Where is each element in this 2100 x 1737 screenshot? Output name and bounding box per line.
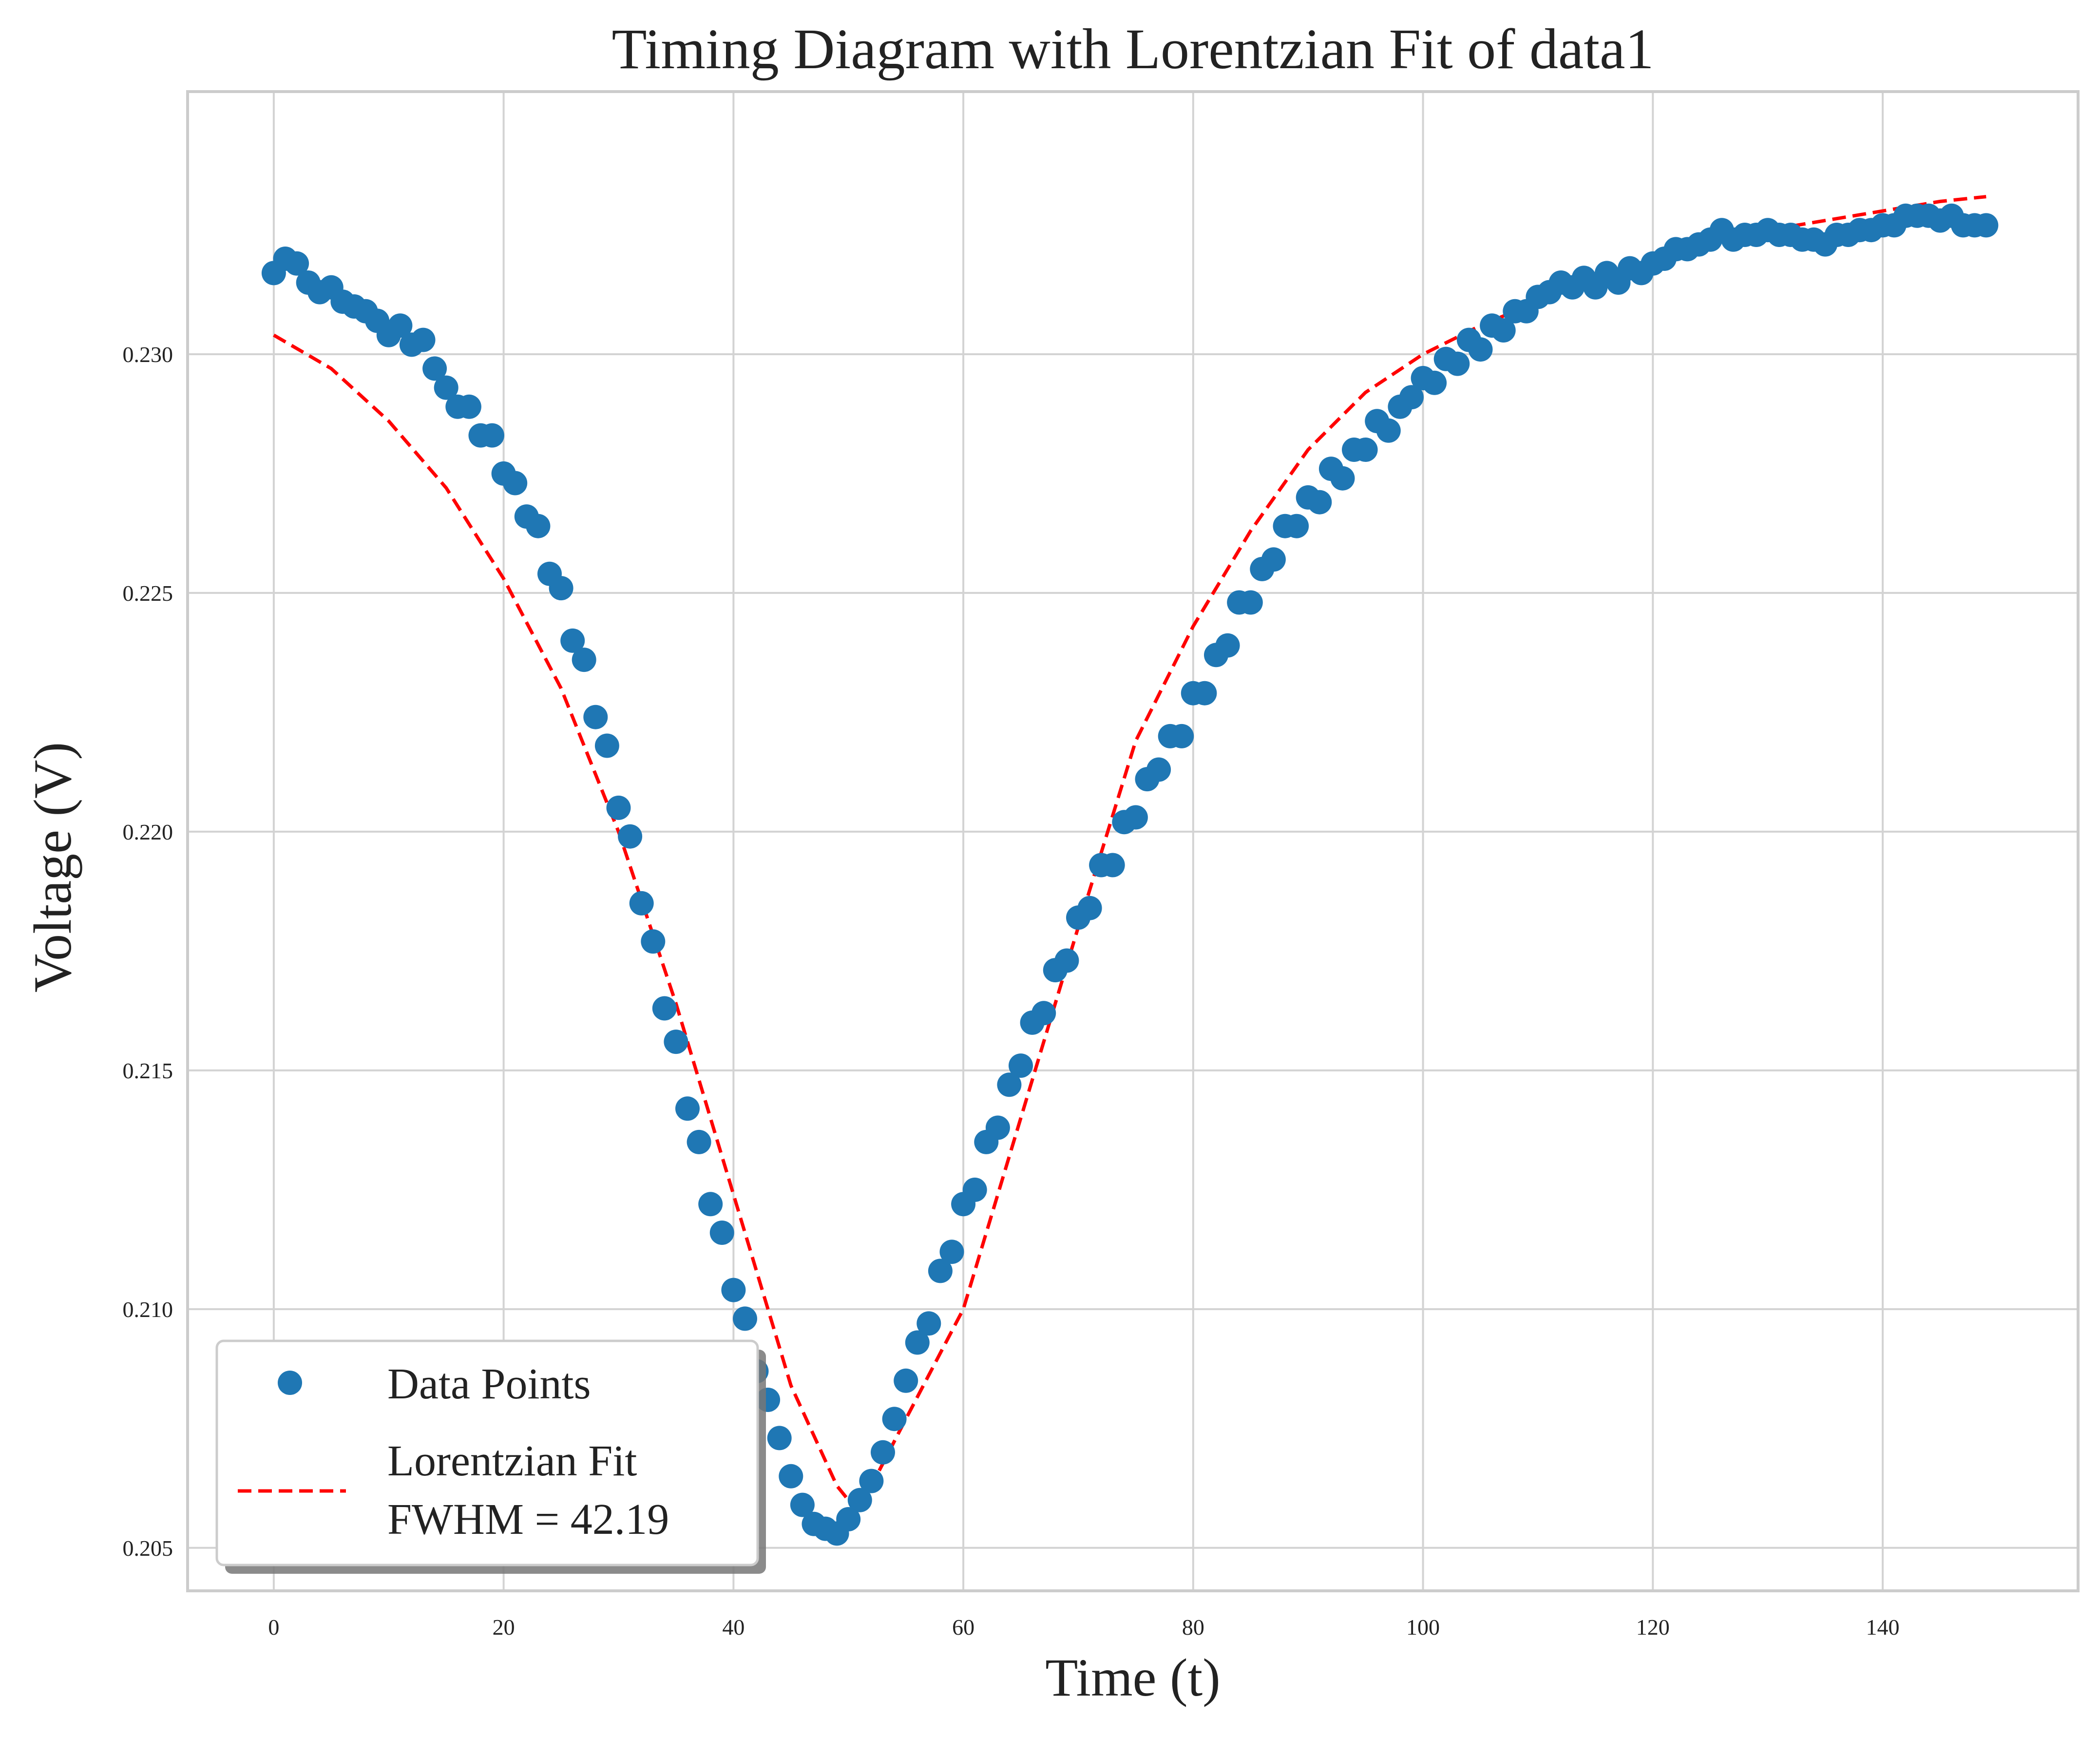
- data-point: [652, 996, 677, 1021]
- legend-label-fit: Lorentzian Fit: [387, 1437, 637, 1485]
- data-point: [916, 1311, 941, 1336]
- data-point: [411, 327, 436, 352]
- data-point: [882, 1407, 907, 1432]
- data-point: [480, 423, 504, 448]
- data-point: [962, 1177, 987, 1202]
- data-points: [261, 203, 1999, 1546]
- legend: Data Points Lorentzian Fit FWHM = 42.19: [215, 1339, 766, 1574]
- data-point: [1445, 351, 1470, 376]
- data-point: [1353, 438, 1378, 462]
- data-point: [629, 891, 654, 916]
- data-point: [1215, 633, 1240, 658]
- data-point: [549, 576, 573, 601]
- data-point: [1307, 490, 1332, 515]
- data-point: [285, 251, 309, 276]
- data-point: [1330, 466, 1355, 491]
- x-axis-label: Time (t): [1045, 1648, 1221, 1707]
- data-point: [687, 1129, 711, 1154]
- data-point: [641, 929, 666, 954]
- data-point: [1009, 1053, 1033, 1078]
- data-point: [721, 1278, 746, 1302]
- data-point: [1399, 385, 1424, 410]
- data-point: [572, 648, 596, 672]
- data-point: [388, 313, 413, 338]
- data-point: [905, 1330, 930, 1355]
- data-point: [1192, 681, 1217, 706]
- data-point: [457, 394, 481, 419]
- data-point: [928, 1259, 953, 1283]
- data-point: [698, 1192, 723, 1217]
- legend-label-points: Data Points: [387, 1360, 591, 1408]
- x-axis-ticks: 0 20 40 60 80 100 120 140: [268, 1615, 1899, 1640]
- y-tick-label: 0.210: [123, 1297, 173, 1322]
- data-point: [1284, 514, 1309, 538]
- legend-box: [215, 1339, 759, 1566]
- y-tick-label: 0.205: [123, 1536, 173, 1561]
- data-point: [767, 1426, 792, 1451]
- data-point: [675, 1096, 700, 1121]
- data-point: [733, 1306, 757, 1331]
- data-point: [618, 824, 643, 849]
- data-point: [790, 1492, 815, 1517]
- legend-label-fwhm: FWHM = 42.19: [387, 1495, 669, 1544]
- data-point: [1146, 757, 1171, 782]
- plot-frame: [186, 90, 2080, 1592]
- y-tick-label: 0.215: [123, 1058, 173, 1083]
- data-point: [779, 1464, 803, 1489]
- legend-point-marker: [278, 1371, 302, 1395]
- data-point: [894, 1368, 918, 1393]
- x-tick-label: 20: [493, 1615, 515, 1640]
- data-point: [1261, 547, 1286, 572]
- data-point: [422, 356, 447, 381]
- data-point: [1031, 1001, 1056, 1026]
- data-point: [1123, 805, 1148, 830]
- data-point: [606, 795, 631, 820]
- data-point: [526, 514, 551, 538]
- y-tick-label: 0.220: [123, 820, 173, 844]
- data-point: [985, 1115, 1010, 1140]
- data-point: [1468, 337, 1493, 362]
- data-point: [434, 375, 458, 400]
- data-point: [1491, 318, 1516, 343]
- y-axis-ticks: 0.205 0.210 0.215 0.220 0.225 0.230: [123, 342, 173, 1561]
- data-point: [836, 1507, 861, 1531]
- data-point: [1422, 370, 1447, 395]
- data-point: [997, 1072, 1022, 1097]
- data-point: [594, 733, 619, 758]
- data-point: [859, 1469, 884, 1493]
- data-point: [583, 705, 608, 729]
- x-tick-label: 40: [722, 1615, 745, 1640]
- x-tick-label: 60: [952, 1615, 974, 1640]
- data-point: [709, 1221, 734, 1245]
- y-tick-label: 0.225: [123, 581, 173, 606]
- data-point: [939, 1240, 964, 1264]
- y-axis-label: Voltage (V): [23, 742, 82, 993]
- data-point: [871, 1440, 895, 1465]
- data-point: [1100, 853, 1125, 878]
- x-tick-label: 140: [1866, 1615, 1900, 1640]
- chart-title: Timing Diagram with Lorentzian Fit of da…: [612, 17, 1654, 81]
- x-tick-label: 100: [1406, 1615, 1440, 1640]
- data-point: [1238, 590, 1263, 615]
- y-tick-label: 0.230: [123, 342, 173, 367]
- data-point: [847, 1488, 872, 1512]
- data-point: [1054, 948, 1079, 973]
- data-point: [1974, 213, 1999, 238]
- data-point: [1077, 896, 1102, 920]
- data-point: [1169, 724, 1194, 748]
- data-point: [664, 1030, 688, 1054]
- x-tick-label: 0: [268, 1615, 279, 1640]
- data-point: [503, 471, 528, 496]
- x-tick-label: 120: [1636, 1615, 1670, 1640]
- data-point: [1376, 418, 1401, 443]
- x-tick-label: 80: [1182, 1615, 1204, 1640]
- data-point: [560, 628, 585, 653]
